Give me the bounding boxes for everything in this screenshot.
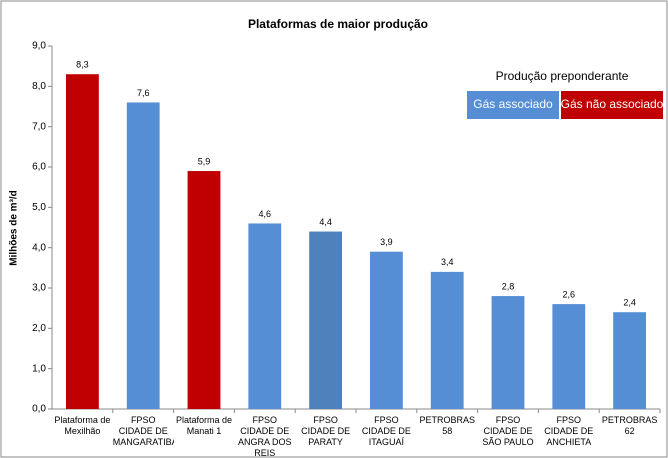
y-tick-label: 5,0 — [32, 202, 46, 213]
data-label: 5,9 — [198, 156, 211, 166]
x-tick-label-box: PETROBRAS 58 — [419, 415, 475, 436]
x-tick-label: FPSO CIDADE DE MANGARATIBA — [112, 415, 174, 447]
x-tick-label-box: FPSO CIDADE DE MANGARATIBA — [112, 415, 174, 447]
data-label: 7,6 — [137, 88, 150, 98]
x-tick-label-box: FPSO CIDADE DE SÃO PAULO — [482, 415, 534, 447]
x-tick-label-box: FPSO CIDADE DE ITAGUAÍ — [361, 415, 411, 447]
x-tick-label: FPSO CIDADE DE PARATY — [301, 415, 351, 447]
bar — [491, 296, 525, 409]
x-tick-label: Plataforma de Manati 1 — [175, 415, 232, 436]
bar — [430, 271, 464, 409]
x-tick-label: FPSO CIDADE DE ANGRA DOS REIS — [238, 415, 292, 458]
legend-label: Gás associado — [473, 97, 553, 111]
y-tick-label: 8,0 — [32, 81, 46, 92]
x-tick-label-box: FPSO CIDADE DE ANGRA DOS REIS — [238, 415, 292, 458]
chart-title: Plataformas de maior produção — [248, 17, 428, 31]
y-tick-label: 9,0 — [32, 41, 46, 52]
legend-label: Gás não associado — [561, 97, 664, 111]
bar — [187, 171, 221, 409]
bar — [65, 74, 99, 409]
bar — [369, 251, 403, 409]
bar — [613, 312, 647, 409]
x-tick-label-box: PETROBRAS 62 — [601, 415, 658, 436]
y-tick-label: 0,0 — [32, 404, 46, 415]
y-tick-label: 3,0 — [32, 283, 46, 294]
legend-swatch — [561, 91, 663, 119]
legend-swatch — [467, 91, 559, 119]
y-tick-label: 6,0 — [32, 162, 46, 173]
x-tick-label: PETROBRAS 62 — [601, 415, 658, 436]
x-tick-label: FPSO CIDADE DE ITAGUAÍ — [361, 415, 411, 447]
data-label: 4,4 — [319, 217, 332, 227]
x-tick-label-box: Plataforma de Mexilhão — [54, 415, 111, 436]
data-label: 2,8 — [502, 281, 515, 291]
x-tick-label-box: Plataforma de Manati 1 — [175, 415, 232, 436]
data-label: 2,6 — [563, 290, 576, 300]
x-tick-label-box: FPSO CIDADE DE ANCHIETA — [544, 415, 594, 447]
bar — [248, 223, 282, 409]
bar — [309, 231, 343, 409]
x-tick-label: Plataforma de Mexilhão — [54, 415, 111, 436]
y-tick-label: 2,0 — [32, 323, 46, 334]
y-tick-label: 4,0 — [32, 242, 46, 253]
data-label: 3,9 — [380, 237, 393, 247]
y-axis-label: Milhões de m³/d — [9, 190, 20, 266]
x-tick-label: FPSO CIDADE DE ANCHIETA — [544, 415, 594, 447]
data-label: 4,6 — [259, 209, 272, 219]
x-tick-label: PETROBRAS 58 — [419, 415, 475, 436]
x-tick-label-box: FPSO CIDADE DE PARATY — [301, 415, 351, 447]
bar — [126, 102, 160, 409]
bar — [552, 304, 586, 409]
y-tick-label: 7,0 — [32, 121, 46, 132]
data-label: 3,4 — [441, 257, 454, 267]
y-tick-label: 1,0 — [32, 363, 46, 374]
x-tick-label: FPSO CIDADE DE SÃO PAULO — [482, 415, 534, 447]
data-label: 2,4 — [623, 298, 636, 308]
legend-title: Produção preponderante — [496, 69, 629, 83]
data-label: 8,3 — [76, 60, 89, 70]
